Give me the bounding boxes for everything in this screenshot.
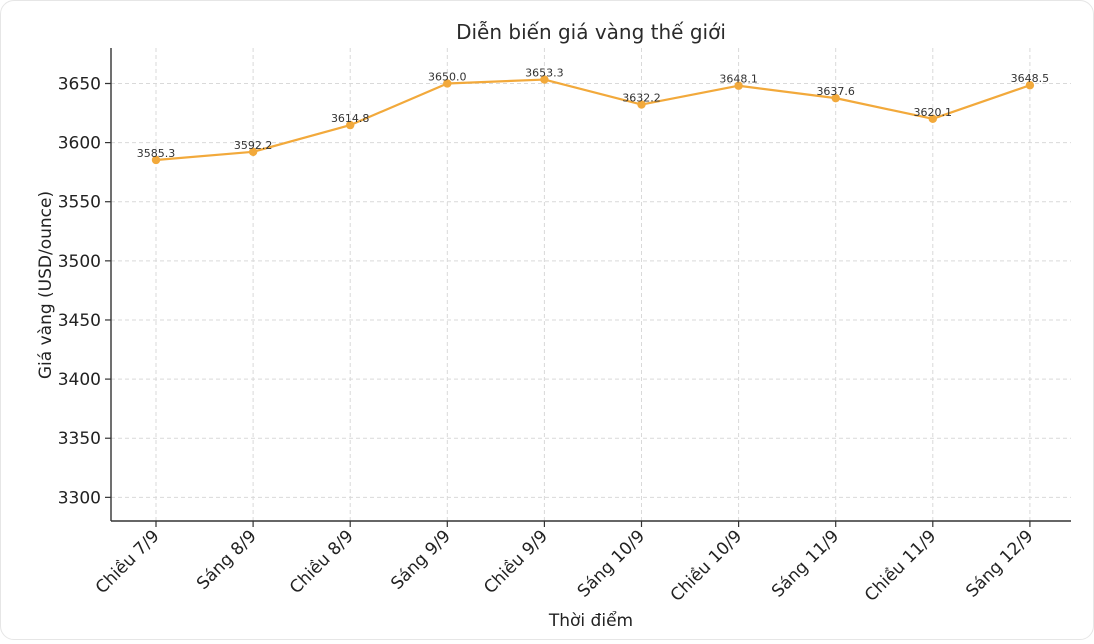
data-point <box>928 114 937 124</box>
data-label: 3650.0 <box>428 70 467 83</box>
y-tick-label: 3500 <box>58 252 101 272</box>
data-point <box>248 147 258 157</box>
data-point <box>346 120 355 130</box>
y-axis-label: Giá vàng (USD/ounce) <box>36 191 56 379</box>
y-tick-label: 3450 <box>58 311 101 331</box>
x-tick-label: Chiều 11/9 <box>860 526 940 606</box>
data-point <box>831 93 840 103</box>
x-tick-label: Chiều 10/9 <box>666 526 746 606</box>
grid-layer <box>111 48 1071 521</box>
data-point <box>734 81 743 90</box>
x-tick-label: Sáng 9/9 <box>387 526 455 594</box>
x-tick-label: Sáng 8/9 <box>193 526 261 594</box>
data-point <box>151 155 161 165</box>
data-label: 3637.6 <box>816 85 855 98</box>
series-line <box>155 78 1031 162</box>
data-point <box>637 100 646 109</box>
data-point <box>1025 81 1035 90</box>
data-label-layer: 3585.3 3592.2 3614.8 3650.0 3653.3 3632.2 3648… <box>137 67 1049 160</box>
x-tick-label: Sáng 12/9 <box>962 526 1037 601</box>
data-label: 3648.1 <box>719 73 758 86</box>
data-point <box>540 75 549 84</box>
y-tick-label: 3550 <box>58 193 101 213</box>
x-tick-label: Chiều 8/9 <box>285 526 357 598</box>
data-label: 3614.8 <box>331 112 370 125</box>
y-tick-label: 3300 <box>58 488 101 508</box>
y-tick-label: 3600 <box>58 134 101 154</box>
x-tick-label: Sáng 10/9 <box>574 526 649 601</box>
data-label: 3653.3 <box>525 67 564 80</box>
y-tick-label: 3350 <box>58 429 101 449</box>
data-label: 3648.5 <box>1011 72 1050 85</box>
data-label: 3585.3 <box>137 147 176 160</box>
data-point <box>443 79 452 88</box>
series-layer <box>151 75 1035 165</box>
data-label: 3632.2 <box>622 92 661 105</box>
x-tick-label: Chiều 7/9 <box>91 526 163 598</box>
y-tick-label: 3400 <box>58 370 101 390</box>
x-axis-label: Thời điểm <box>548 610 633 631</box>
data-label: 3592.2 <box>234 139 273 152</box>
chart-title: Diễn biến giá vàng thế giới <box>456 20 726 44</box>
y-tick-label: 3650 <box>58 74 101 94</box>
x-tick-label: Chiều 9/9 <box>480 526 552 598</box>
x-tick-label: Sáng 11/9 <box>768 526 843 601</box>
axis-layer: 3300 3350 3400 3450 3500 3550 3600 3650 Chiều 7/… <box>58 48 1071 606</box>
data-label: 3620.1 <box>914 106 953 119</box>
